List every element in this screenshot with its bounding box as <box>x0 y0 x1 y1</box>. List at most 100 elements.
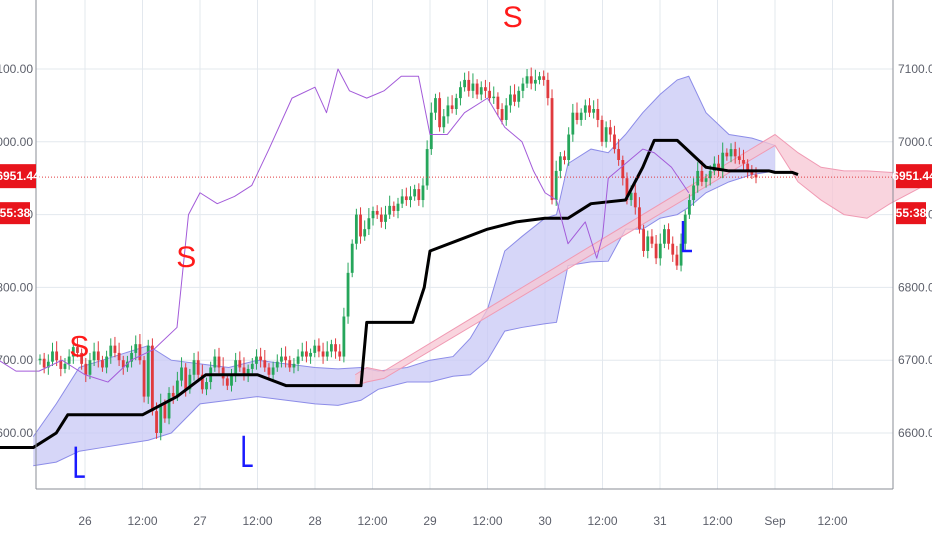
candle-down <box>404 196 408 201</box>
y-tick-label-right: 6600.00 <box>898 426 932 440</box>
candle-down <box>588 105 591 113</box>
candle-up <box>429 112 433 150</box>
candle-up <box>704 178 708 182</box>
candle-down <box>155 411 158 433</box>
candle-up <box>309 352 312 357</box>
candle-down <box>392 205 396 211</box>
candle-up <box>38 358 42 361</box>
candle-up <box>434 98 437 113</box>
candle-down <box>305 351 308 357</box>
candle-up <box>167 392 171 419</box>
candle-down <box>633 192 637 208</box>
chikou-line <box>0 68 690 383</box>
candle-up <box>579 112 583 120</box>
right-price-text: 6951.44 <box>892 169 932 183</box>
x-tick-label: 27 <box>193 514 207 528</box>
candle-up <box>692 185 695 201</box>
candle-up <box>683 214 687 244</box>
candle-up <box>51 351 54 362</box>
candle-up <box>63 363 67 369</box>
y-tick-label-right: 7000.00 <box>898 135 932 149</box>
cloud_bear-area <box>355 134 925 386</box>
candle-up <box>425 149 429 186</box>
cloud_bear-lower-edge <box>355 144 925 387</box>
y-tick-label-left: 7000.00 <box>0 135 33 149</box>
candle-down <box>621 160 625 179</box>
candle-down <box>59 360 63 369</box>
candle-up <box>271 367 275 375</box>
candle-down <box>550 98 554 201</box>
candle-up <box>658 243 662 259</box>
candle-up <box>105 356 109 368</box>
candle-up <box>442 116 446 128</box>
candle-up <box>292 363 296 368</box>
candle-down <box>171 392 175 397</box>
sell-signal-label: S <box>503 1 523 34</box>
candle-down <box>563 156 566 160</box>
candle-down <box>596 109 600 120</box>
candle-down <box>42 358 46 368</box>
y-tick-label-left: 7100.00 <box>0 62 33 76</box>
candle-down <box>475 83 479 95</box>
candle-down <box>101 360 104 368</box>
candle-up <box>384 214 387 222</box>
buy-signal-mark <box>242 435 253 468</box>
candle-up <box>134 344 138 353</box>
candle-up <box>329 344 333 352</box>
candle-up <box>205 382 208 390</box>
candle-up <box>188 374 192 390</box>
candle-up <box>409 196 412 201</box>
candle-up <box>504 105 508 120</box>
cloud_bull-upper-edge <box>32 75 776 437</box>
candle-down <box>284 356 288 361</box>
candle-down <box>55 351 59 361</box>
candle-down <box>737 156 741 160</box>
candle-down <box>725 152 729 157</box>
candle-down <box>438 98 442 128</box>
candle-down <box>608 127 612 135</box>
candle-up <box>159 403 163 433</box>
candle-up <box>525 76 529 84</box>
candle-down <box>117 352 121 361</box>
candle-down <box>259 356 263 361</box>
x-tick-label: 12:00 <box>242 514 272 528</box>
candle-down <box>200 374 204 390</box>
candle-up <box>346 272 350 317</box>
candle-down <box>733 149 737 157</box>
candle-down <box>217 356 221 368</box>
candle-up <box>679 243 683 266</box>
candle-down <box>113 345 117 353</box>
candle-up <box>192 360 196 375</box>
candle-down <box>450 105 454 110</box>
candle-up <box>146 345 150 397</box>
candle-down <box>642 229 646 251</box>
candle-down <box>80 352 84 364</box>
candle-down <box>754 174 758 178</box>
x-tick-label: 12:00 <box>357 514 387 528</box>
candle-down <box>613 134 616 150</box>
candle-up <box>126 361 129 368</box>
candle-up <box>538 76 541 80</box>
left-price-badge <box>0 164 36 189</box>
candle-down <box>746 163 750 171</box>
candle-up <box>313 345 317 353</box>
candle-down <box>334 344 337 352</box>
candlesticks <box>38 67 758 441</box>
candle-up <box>400 196 404 204</box>
x-tick-label: 31 <box>653 514 667 528</box>
candle-down <box>375 210 379 215</box>
candle-up <box>646 236 650 251</box>
candle-down <box>700 170 704 182</box>
candle-down <box>667 229 670 244</box>
candle-down <box>242 367 246 375</box>
candle-up <box>280 356 283 362</box>
y-tick-label-right: 7100.00 <box>898 62 932 76</box>
candle-up <box>604 127 608 142</box>
candle-down <box>263 360 267 368</box>
candle-down <box>654 243 658 259</box>
left-countdown-badge <box>0 202 30 225</box>
candle-up <box>371 210 375 219</box>
candle-down <box>488 90 491 99</box>
y-tick-label-right: 6700.00 <box>898 353 932 367</box>
